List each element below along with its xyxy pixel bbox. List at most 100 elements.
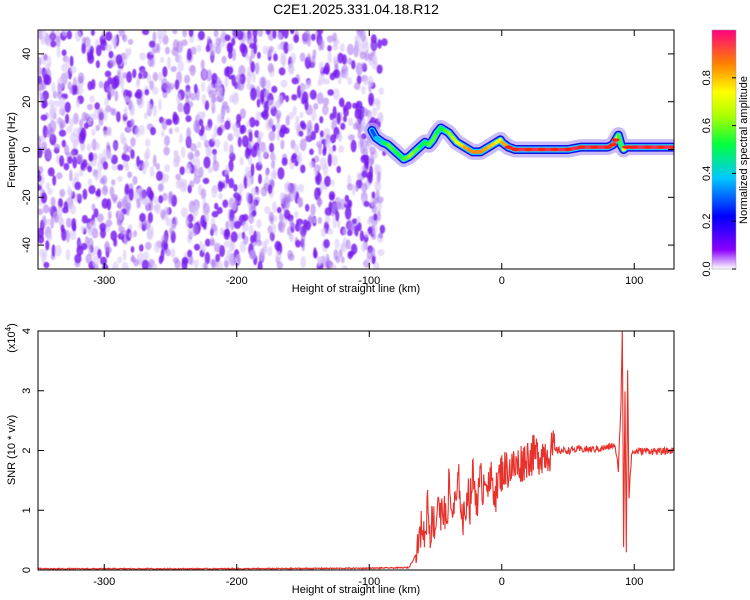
- noise-speck: [313, 250, 318, 259]
- noise-speck: [49, 108, 54, 122]
- noise-speck: [158, 98, 162, 111]
- noise-speck: [342, 105, 347, 112]
- noise-speck: [323, 106, 328, 115]
- noise-speck: [107, 152, 113, 161]
- noise-speck: [77, 72, 85, 84]
- noise-speck: [282, 202, 287, 212]
- noise-speck: [157, 183, 164, 192]
- noise-speck: [268, 99, 276, 109]
- noise-speck: [357, 129, 362, 140]
- track-peak: [670, 145, 674, 149]
- noise-speck: [161, 77, 168, 89]
- noise-speck: [270, 223, 277, 234]
- noise-speck: [132, 68, 137, 79]
- noise-speck: [61, 139, 66, 148]
- noise-speck: [147, 103, 153, 114]
- noise-speck: [311, 108, 317, 122]
- noise-speck: [136, 197, 141, 209]
- noise-speck: [366, 249, 372, 260]
- noise-speck: [210, 52, 215, 62]
- noise-speck: [243, 235, 249, 245]
- track-peak: [564, 147, 572, 152]
- noise-speck: [301, 239, 306, 252]
- noise-speck: [351, 183, 356, 196]
- noise-speck: [144, 159, 150, 169]
- noise-speck: [93, 208, 99, 218]
- noise-speck: [111, 164, 118, 171]
- noise-speck: [151, 263, 158, 269]
- noise-speck: [224, 75, 229, 88]
- noise-speck: [264, 168, 269, 179]
- noise-speck: [63, 201, 69, 210]
- noise-speck: [246, 82, 252, 91]
- noise-speck: [329, 72, 336, 81]
- noise-speck: [250, 187, 257, 197]
- noise-speck: [187, 151, 194, 160]
- noise-speck: [119, 76, 125, 90]
- noise-speck: [313, 155, 320, 163]
- noise-speck: [65, 217, 72, 228]
- noise-speck: [329, 263, 337, 269]
- y-multiplier: (x104): [4, 323, 18, 353]
- noise-speck: [176, 54, 183, 63]
- noise-speck: [113, 238, 118, 247]
- noise-speck: [158, 71, 163, 82]
- noise-speck: [350, 139, 357, 153]
- noise-speck: [213, 30, 219, 38]
- noise-speck: [367, 76, 374, 88]
- noise-speck: [212, 160, 220, 172]
- noise-speck: [246, 192, 251, 204]
- noise-speck: [216, 126, 223, 136]
- noise-speck: [51, 82, 56, 95]
- noise-speck: [117, 70, 121, 79]
- noise-speck: [272, 201, 277, 214]
- noise-speck: [105, 105, 112, 113]
- noise-speck: [162, 192, 168, 202]
- noise-speck: [74, 181, 82, 191]
- noise-speck: [156, 30, 163, 40]
- noise-speck: [377, 39, 382, 49]
- noise-speck: [223, 240, 230, 248]
- noise-speck: [377, 171, 381, 183]
- colorbar-ticks: 0.0 0.2 0.4 0.6 0.8: [701, 70, 736, 277]
- x-tick-label: 100: [625, 275, 643, 287]
- noise-speck: [38, 227, 44, 238]
- noise-speck: [151, 86, 159, 95]
- noise-speck: [58, 107, 63, 115]
- noise-speck: [357, 222, 362, 232]
- noise-speck: [239, 108, 246, 119]
- noise-speck: [206, 36, 212, 43]
- noise-speck: [201, 244, 207, 253]
- noise-speck: [336, 133, 343, 141]
- noise-speck: [355, 62, 363, 76]
- noise-speck: [69, 229, 77, 241]
- noise-speck: [115, 54, 123, 66]
- noise-speck: [338, 145, 345, 153]
- noise-speck: [88, 152, 94, 162]
- noise-speck: [246, 121, 251, 128]
- noise-speck: [92, 154, 98, 162]
- noise-speck: [280, 54, 287, 68]
- noise-speck: [196, 44, 202, 53]
- noise-speck: [193, 157, 201, 169]
- noise-speck: [163, 242, 169, 250]
- noise-speck: [162, 30, 167, 37]
- noise-speck: [127, 171, 133, 179]
- chart-title: C2E1.2025.331.04.18.R12: [273, 1, 439, 17]
- noise-speck: [40, 30, 47, 41]
- x-tick-label: 100: [625, 576, 643, 588]
- colorbar-tick-label: 0.6: [701, 118, 713, 133]
- noise-speck: [327, 228, 334, 235]
- noise-speck: [280, 139, 285, 150]
- noise-speck: [175, 173, 181, 181]
- noise-speck: [354, 184, 359, 192]
- noise-speck: [39, 92, 44, 102]
- noise-speck: [246, 71, 252, 85]
- noise-speck: [101, 198, 109, 209]
- noise-speck: [270, 160, 276, 169]
- noise-speck: [40, 114, 48, 121]
- noise-speck: [47, 188, 53, 195]
- noise-speck: [339, 43, 345, 53]
- noise-speck: [172, 157, 180, 168]
- noise-speck: [290, 52, 297, 64]
